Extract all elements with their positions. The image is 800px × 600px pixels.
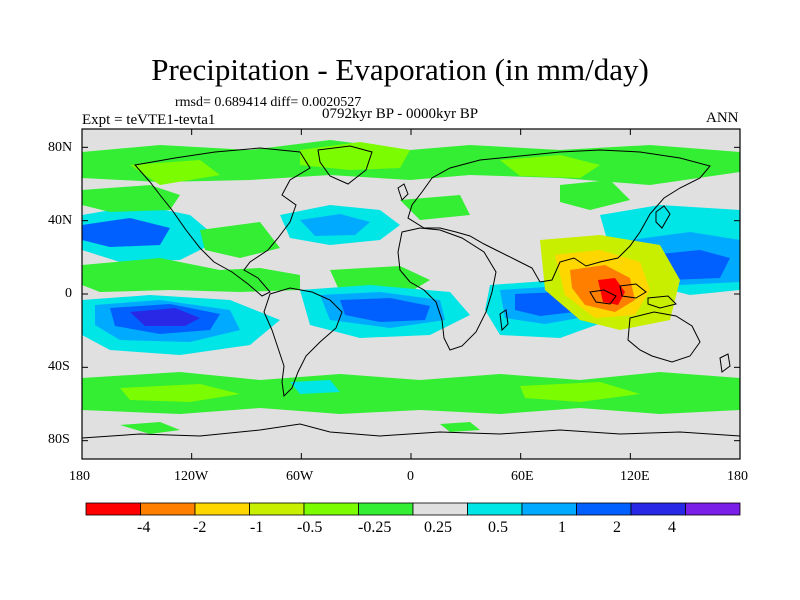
lon-label-60e: 60E [511, 469, 534, 484]
field-southern-cyan [290, 380, 340, 394]
coast-uk [397, 183, 409, 201]
coast-eurasia [407, 149, 711, 283]
field-spac-darkblue [130, 308, 200, 326]
field-antarctic-green [120, 422, 480, 434]
lat-label-40n: 40N [48, 213, 73, 228]
colorbar-box [685, 502, 741, 516]
lon-label-120w: 120W [174, 469, 209, 484]
colorbar-box [358, 502, 414, 516]
colorbar-label: 0.5 [488, 519, 508, 536]
coast-japan [655, 205, 671, 229]
lon-label-120e: 120E [620, 469, 650, 484]
coast-new-zealand [719, 353, 731, 373]
coastlines [82, 145, 740, 439]
colorbar-label: -0.25 [358, 519, 392, 536]
colorbar-box [467, 502, 523, 516]
coast-antarctica [82, 423, 740, 439]
colorbar-label: -1 [250, 519, 264, 536]
coast-madagascar [499, 309, 509, 332]
colorbar-box [412, 502, 468, 516]
field-arctic-lightgreen [130, 142, 600, 185]
colorbar-box [249, 502, 305, 516]
field-southern-lightgreen [120, 382, 640, 402]
lon-label-0: 0 [407, 469, 414, 484]
field-natl-lightblue [300, 214, 370, 236]
field-midlat-green [82, 180, 630, 258]
coast-indonesia [589, 283, 677, 309]
field-mc-red [598, 278, 625, 305]
colorbar-label: 4 [668, 519, 676, 536]
colorbar-label: -2 [193, 519, 207, 536]
coast-africa [397, 227, 497, 351]
colorbar-box [576, 502, 632, 516]
field-satl-blue [340, 298, 430, 322]
colorbar-box [303, 502, 359, 516]
colorbar [85, 502, 741, 516]
lon-label-60w: 60W [286, 469, 314, 484]
colorbar-label: 0.25 [424, 519, 452, 536]
colorbar-box [521, 502, 577, 516]
stats-subtitle: rmsd= 0.689414 diff= 0.0020527 [175, 95, 362, 110]
season-label: ANN [706, 110, 739, 126]
lat-label-80n: 80N [48, 140, 73, 155]
lon-label-180w: 180 [69, 469, 90, 484]
colorbar-label: -0.5 [297, 519, 323, 536]
field-npac-blue [82, 218, 170, 247]
lat-label-0: 0 [65, 286, 72, 301]
colorbar-box [85, 502, 141, 516]
coast-australia [627, 311, 701, 363]
colorbar-box [140, 502, 196, 516]
lon-label-180e: 180 [727, 469, 748, 484]
experiment-label: Expt = teVTE1-tevta1 [82, 112, 216, 128]
colorbar-box [194, 502, 250, 516]
lat-label-80s: 80S [48, 432, 70, 447]
lat-label-40s: 40S [48, 359, 70, 374]
coast-greenland [317, 145, 373, 185]
colorbar-box [630, 502, 686, 516]
tick-marks [81, 129, 741, 459]
coast-south-america [263, 287, 343, 398]
colorbar-label: -4 [137, 519, 151, 536]
colorbar-label: 2 [613, 519, 621, 536]
colorbar-label: 1 [558, 519, 566, 536]
coast-north-america [134, 147, 311, 297]
period-label: 0792kyr BP - 0000kyr BP [322, 106, 479, 122]
field-southern-green [82, 372, 740, 414]
field-equatorial-green [82, 258, 430, 292]
chart-title: Precipitation - Evaporation (in mm/day) [151, 52, 649, 87]
